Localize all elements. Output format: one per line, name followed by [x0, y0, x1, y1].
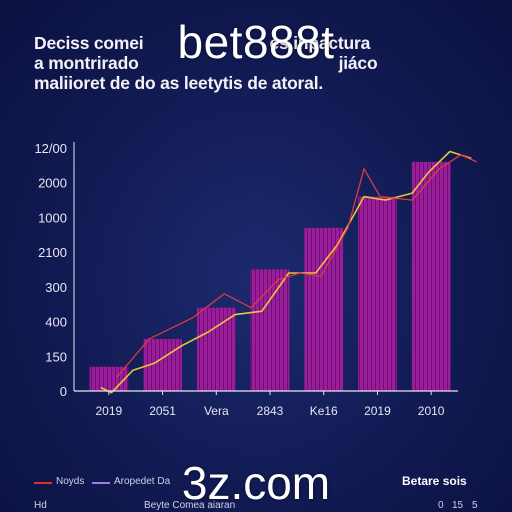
bars-group	[89, 161, 451, 391]
y-tick-label-1: 150	[45, 349, 67, 364]
y-tick-label-0: 0	[60, 384, 67, 399]
line-series-red	[116, 154, 478, 378]
bar-4	[304, 227, 344, 391]
y-tick-label-6: 2000	[38, 176, 67, 191]
lines-group	[100, 150, 478, 394]
watermark-bottom: 3z.com	[181, 457, 331, 509]
y-tick-label-2: 400	[45, 315, 67, 330]
bar-2	[196, 307, 236, 391]
y-tick-labels: 0 150 400 300 2100 1000 2000 12/00	[34, 141, 67, 399]
x-tick-label-2: Vera	[204, 404, 229, 418]
headline-line-2: a montrirado jiáco	[34, 53, 378, 73]
y-tick-label-5: 1000	[38, 210, 67, 225]
x-tick-label-5: 2019	[364, 404, 391, 418]
chart-headline: Deciss comei es inpactura a montrirado jiá…	[34, 33, 474, 93]
x-tick-label-1: 2051	[149, 404, 176, 418]
headline-line-1: Deciss comei es inpactura	[34, 33, 371, 53]
y-tick-label-7: 12/00	[34, 141, 67, 156]
x-tick-label-6: 2010	[418, 404, 445, 418]
line-series-yellow	[100, 150, 472, 394]
headline-line-3: maliioret de do as leetytis de atoral.	[34, 73, 324, 93]
bar-6	[411, 161, 451, 391]
bar-3	[250, 269, 290, 391]
y-tick-label-4: 2100	[38, 245, 67, 260]
x-tick-label-3: 2843	[257, 404, 284, 418]
x-tick-label-4: Ke16	[310, 404, 338, 418]
bar-5	[358, 196, 397, 391]
x-tick-labels: 2019 2051 Vera 2843 Ke16 2019 2010	[96, 391, 445, 418]
x-tick-label-0: 2019	[96, 404, 123, 418]
watermark-top: bet888t	[177, 16, 335, 68]
axes-group	[73, 142, 458, 392]
y-tick-label-3: 300	[45, 280, 67, 295]
